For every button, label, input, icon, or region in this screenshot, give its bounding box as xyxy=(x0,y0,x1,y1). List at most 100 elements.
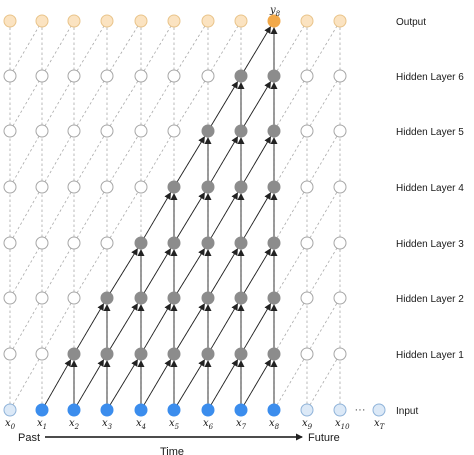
input-label: x4 xyxy=(136,418,146,431)
output-node xyxy=(300,14,314,28)
output-label: y8 xyxy=(269,5,281,18)
dashed-connection xyxy=(276,191,305,239)
layer-label: Hidden Layer 5 xyxy=(396,127,464,138)
layer-label: Output xyxy=(396,17,426,28)
active-connection xyxy=(210,359,238,406)
hidden-node-active xyxy=(234,347,248,361)
output-node xyxy=(167,14,181,28)
dashed-connection xyxy=(76,247,105,294)
dashed-connection xyxy=(276,247,305,294)
active-connection xyxy=(44,359,72,406)
dashed-connection xyxy=(44,80,72,127)
active-connection xyxy=(109,248,138,294)
input-label: x6 xyxy=(203,418,214,431)
dashed-connection xyxy=(76,25,105,72)
hidden-node-active xyxy=(234,180,248,194)
hidden-node xyxy=(35,347,49,361)
future-label: Future xyxy=(308,432,340,444)
past-label: Past xyxy=(18,432,40,444)
active-connection xyxy=(243,81,271,127)
input-node xyxy=(3,403,17,417)
dashed-connection xyxy=(12,136,40,182)
hidden-node xyxy=(67,291,81,305)
hidden-node-active xyxy=(100,347,114,361)
hidden-node xyxy=(333,236,347,250)
active-connection xyxy=(210,192,238,239)
hidden-node-active xyxy=(267,291,281,305)
hidden-node xyxy=(35,124,49,138)
hidden-node xyxy=(100,69,114,83)
hidden-node xyxy=(201,69,215,83)
hidden-node-active xyxy=(167,180,181,194)
active-connection xyxy=(243,192,271,239)
dashed-connection xyxy=(309,358,338,406)
hidden-node-active xyxy=(267,124,281,138)
active-connection xyxy=(76,303,104,350)
dashed-connection xyxy=(109,135,139,183)
dashed-connection xyxy=(44,247,72,294)
input-node-active xyxy=(35,403,49,417)
hidden-node xyxy=(67,236,81,250)
dashed-connection xyxy=(176,25,206,72)
hidden-node-active xyxy=(234,69,248,83)
active-connection xyxy=(243,26,271,72)
output-node xyxy=(234,14,248,28)
dashed-connection xyxy=(76,135,105,183)
input-label: x5 xyxy=(169,418,180,431)
layer-label: Hidden Layer 1 xyxy=(396,350,464,361)
active-connection xyxy=(76,359,104,406)
hidden-node xyxy=(333,124,347,138)
hidden-node xyxy=(333,180,347,194)
hidden-node xyxy=(333,69,347,83)
hidden-node-active xyxy=(134,236,148,250)
dashed-connection xyxy=(76,80,105,127)
hidden-node xyxy=(100,180,114,194)
dashed-connection xyxy=(12,359,40,405)
layer-label: Input xyxy=(396,406,418,417)
input-ellipsis: ··· xyxy=(355,404,366,416)
hidden-node xyxy=(167,69,181,83)
hidden-node-active xyxy=(134,347,148,361)
dashed-connection xyxy=(309,25,338,72)
hidden-node xyxy=(67,124,81,138)
hidden-node xyxy=(3,124,17,138)
hidden-node xyxy=(300,124,314,138)
dashed-connection xyxy=(76,191,105,239)
dashed-connection xyxy=(44,136,72,182)
hidden-node xyxy=(333,291,347,305)
active-connection xyxy=(210,136,238,183)
active-connection xyxy=(210,248,238,294)
hidden-node-active xyxy=(234,291,248,305)
dashed-connection xyxy=(276,302,305,350)
active-connection xyxy=(143,303,171,350)
dashed-connection xyxy=(12,80,40,127)
hidden-node-active xyxy=(67,347,81,361)
input-label: x3 xyxy=(102,418,113,431)
hidden-node-active xyxy=(201,291,215,305)
active-connection xyxy=(143,359,171,406)
hidden-node xyxy=(100,124,114,138)
hidden-node-active xyxy=(267,180,281,194)
hidden-node-active xyxy=(100,291,114,305)
input-label: x9 xyxy=(302,418,313,431)
hidden-node xyxy=(300,236,314,250)
hidden-node-active xyxy=(201,347,215,361)
dashed-connection xyxy=(12,25,40,72)
active-connection xyxy=(109,359,138,406)
active-connection xyxy=(176,359,205,406)
input-labels: x0 x1 x2 x3 x4 x5 x6 x7 x8 x9 x10 xT xyxy=(5,418,386,431)
input-node-active xyxy=(134,403,148,417)
hidden-node xyxy=(100,236,114,250)
active-connection xyxy=(176,136,205,183)
hidden-node xyxy=(3,291,17,305)
hidden-node xyxy=(35,69,49,83)
hidden-node-active xyxy=(201,124,215,138)
hidden-node-active xyxy=(201,180,215,194)
hidden-node-active xyxy=(167,236,181,250)
dashed-connection xyxy=(109,191,139,239)
hidden-node xyxy=(67,180,81,194)
hidden-node xyxy=(3,347,17,361)
input-node xyxy=(333,403,347,417)
dashed-connection xyxy=(309,80,338,127)
